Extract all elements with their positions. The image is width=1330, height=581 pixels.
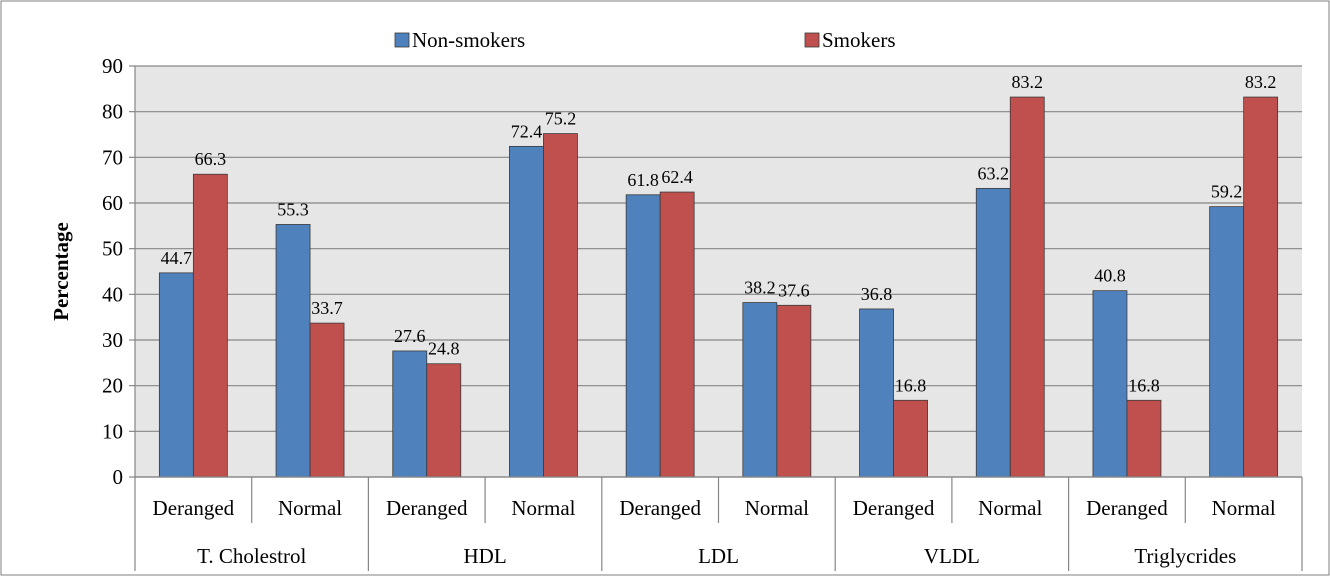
- y-tick-label: 80: [102, 100, 123, 124]
- y-axis-title: Percentage: [49, 222, 73, 321]
- data-label: 75.2: [545, 109, 577, 129]
- data-label: 83.2: [1245, 72, 1277, 92]
- data-label: 33.7: [311, 298, 343, 318]
- bar-non-smokers: [1209, 206, 1245, 478]
- x-category-label: Normal: [978, 496, 1042, 520]
- bars: [158, 96, 1279, 478]
- bar-smokers: [192, 173, 228, 478]
- legend: Non-smokers Smokers: [394, 28, 896, 52]
- x-category-label: Deranged: [853, 496, 935, 520]
- bar-smokers: [1126, 399, 1162, 478]
- data-label: 16.8: [895, 375, 927, 395]
- bar-smokers: [1009, 96, 1045, 478]
- bar-smokers: [776, 304, 812, 478]
- data-label: 40.8: [1094, 266, 1126, 286]
- bar-smokers: [543, 133, 578, 478]
- x-category-label: Normal: [1212, 496, 1276, 520]
- legend-swatch: [394, 32, 410, 48]
- data-label: 59.2: [1211, 182, 1243, 202]
- x-category-label: Deranged: [386, 496, 468, 520]
- x-category-label: Deranged: [619, 496, 701, 520]
- bar-smokers: [659, 191, 695, 478]
- data-label: 24.8: [428, 339, 460, 359]
- x-group-label: VLDL: [924, 544, 980, 568]
- legend-swatch: [804, 32, 820, 48]
- x-axis: Deranged Normal Deranged Normal Deranged Norm…: [134, 476, 1303, 571]
- y-tick-label: 50: [102, 237, 123, 261]
- bar-non-smokers: [275, 224, 311, 478]
- bar-non-smokers: [625, 194, 661, 478]
- x-category-label: Deranged: [153, 496, 235, 520]
- x-group-label: Triglycrides: [1134, 544, 1236, 568]
- x-category-label: Deranged: [1086, 496, 1168, 520]
- bar-non-smokers: [1092, 290, 1128, 478]
- y-tick-label: 30: [102, 328, 123, 352]
- x-category-label: Normal: [511, 496, 575, 520]
- bar-non-smokers: [158, 272, 194, 478]
- bar-smokers: [309, 322, 345, 478]
- y-axis: 0 10 20 30 40 50 60 70 80 90: [102, 54, 136, 489]
- x-group-label: HDL: [464, 544, 507, 568]
- legend-label: Smokers: [822, 28, 896, 52]
- x-category-label: Normal: [745, 496, 809, 520]
- y-tick-label: 0: [113, 465, 124, 489]
- x-category-label: Normal: [278, 496, 342, 520]
- bar-non-smokers: [859, 308, 894, 478]
- legend-label: Non-smokers: [412, 28, 525, 52]
- data-label: 27.6: [394, 326, 426, 346]
- bar-smokers: [1243, 96, 1279, 478]
- y-tick-label: 60: [102, 191, 123, 215]
- data-label: 63.2: [978, 163, 1010, 183]
- data-label: 62.4: [661, 167, 693, 187]
- data-label: 66.3: [195, 149, 227, 169]
- x-group-label: T. Cholestrol: [197, 544, 306, 568]
- y-tick-label: 90: [102, 54, 123, 78]
- data-label: 61.8: [627, 170, 659, 190]
- data-label: 36.8: [861, 284, 893, 304]
- data-label: 72.4: [511, 121, 543, 141]
- bar-non-smokers: [392, 350, 428, 478]
- data-label: 38.2: [744, 278, 776, 298]
- y-tick-label: 20: [102, 374, 123, 398]
- bar-smokers: [893, 399, 928, 478]
- data-label: 55.3: [277, 199, 309, 219]
- x-group-label: LDL: [698, 544, 739, 568]
- data-labels: 44.7 55.3 27.6 72.4 61.8 38.2 36.8 63.2 40.8 59.2…: [161, 72, 1277, 395]
- data-label: 83.2: [1012, 72, 1044, 92]
- bar-non-smokers: [975, 187, 1011, 478]
- bar-non-smokers: [742, 302, 778, 478]
- data-label: 44.7: [161, 248, 193, 268]
- data-label: 37.6: [778, 280, 810, 300]
- y-tick-label: 10: [102, 419, 123, 443]
- data-label: 16.8: [1128, 375, 1160, 395]
- y-tick-label: 40: [102, 282, 123, 306]
- bar-smokers: [426, 363, 462, 478]
- y-tick-label: 70: [102, 145, 123, 169]
- bar-non-smokers: [509, 145, 544, 478]
